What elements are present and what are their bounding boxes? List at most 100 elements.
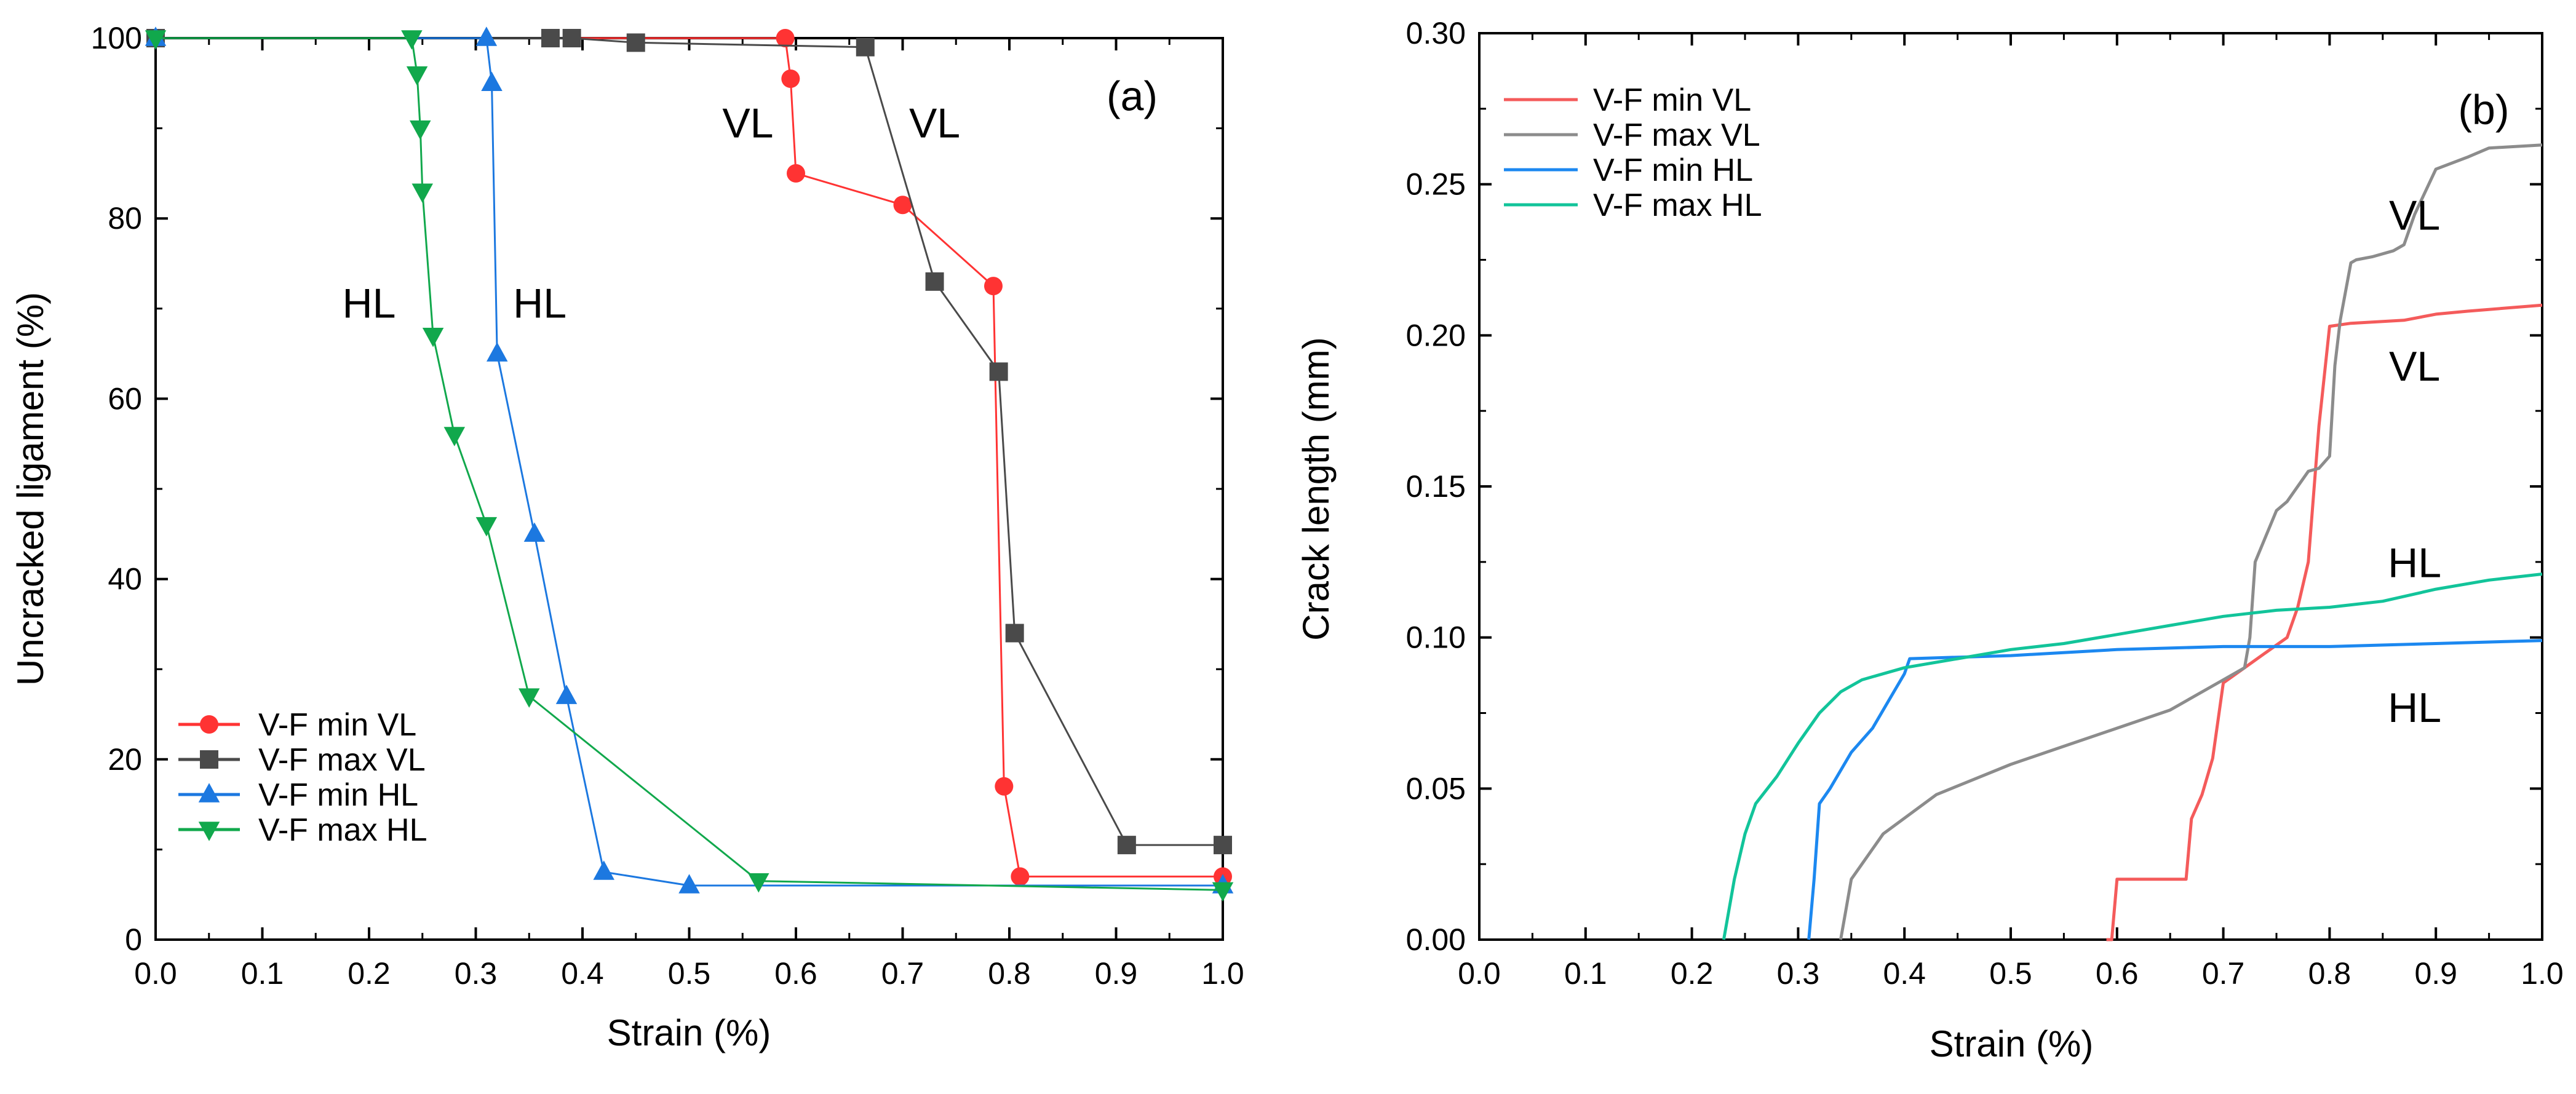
annotation-label: VL (2389, 343, 2440, 390)
legend-label: V-F max VL (1593, 117, 1760, 153)
panel-a: 0.0 0.1 0.2 0.3 0.4 0.5 0.6 0.7 0.8 0.9 1.0 0 20 40 60… (10, 21, 1244, 1053)
data-point (925, 272, 944, 291)
data-point (562, 29, 581, 47)
axis-ticks-a: 0.0 0.1 0.2 0.3 0.4 0.5 0.6 0.7 0.8 0.9 1.0 0 20 40 60… (91, 21, 1244, 991)
x-tick-label: 0.2 (1671, 956, 1714, 991)
x-tick-label: 0.9 (2414, 956, 2457, 991)
legend-a: V-F min VLV-F max VLV-F min HLV-F max HL (178, 707, 427, 848)
x-tick-label: 0.4 (561, 956, 604, 991)
legend-label: V-F max VL (258, 742, 426, 778)
data-point (555, 684, 578, 704)
data-point (145, 30, 167, 50)
data-point (406, 66, 428, 86)
data-point (481, 71, 503, 92)
y-tick-label: 0.20 (1406, 318, 1466, 352)
x-tick-label: 0.6 (774, 956, 817, 991)
annotation-label: (b) (2458, 86, 2509, 133)
data-point (475, 26, 498, 46)
x-axis-label-a: Strain (%) (607, 1012, 771, 1053)
data-point (523, 522, 546, 542)
y-tick-label: 0.15 (1406, 469, 1466, 504)
legend-label: V-F min HL (1593, 153, 1753, 188)
data-point (776, 29, 795, 47)
x-tick-label: 0.7 (2202, 956, 2245, 991)
x-tick-label: 0.0 (134, 956, 177, 991)
series-line-v-f-max-hl (1722, 573, 2543, 940)
data-point (1214, 836, 1232, 855)
x-axis-label-b: Strain (%) (1930, 1023, 2094, 1064)
y-tick-label: 0.00 (1406, 922, 1466, 957)
data-point (486, 342, 508, 362)
legend-marker (200, 750, 218, 769)
series-line-v-f-min-hl (1807, 639, 2543, 940)
annotation-label: (a) (1107, 73, 1158, 119)
data-point (401, 30, 423, 50)
legend-label: V-F min HL (258, 777, 418, 813)
x-tick-label: 0.4 (1883, 956, 1926, 991)
data-point (411, 183, 433, 203)
data-point (995, 777, 1014, 796)
series-group-b (1722, 143, 2543, 941)
annotation-label: HL (2388, 684, 2441, 731)
x-tick-label: 0.8 (988, 956, 1031, 991)
data-point (781, 69, 800, 88)
data-point (541, 29, 560, 47)
legend-label: V-F min VL (1593, 82, 1751, 118)
legend-marker (198, 822, 220, 841)
y-tick-label: 0.25 (1406, 167, 1466, 202)
panel-b: 0.0 0.1 0.2 0.3 0.4 0.5 0.6 0.7 0.8 0.9 1.0 0.00 0.0… (1295, 16, 2564, 1064)
data-point (422, 328, 444, 347)
data-point (626, 33, 645, 52)
data-point (519, 688, 540, 708)
y-axis-label-b: Crack length (mm) (1295, 337, 1337, 640)
data-point (1212, 882, 1234, 902)
annotations-b: (b) VL VL HL HL (2388, 86, 2509, 731)
annotation-label: HL (343, 280, 396, 327)
data-point (593, 860, 614, 880)
x-tick-label: 1.0 (1201, 956, 1244, 991)
data-point (443, 427, 466, 446)
data-point (1011, 867, 1030, 886)
x-tick-label: 0.5 (668, 956, 711, 991)
data-point (410, 120, 431, 140)
data-point (856, 38, 875, 57)
annotation-label: VL (909, 100, 960, 146)
x-tick-label: 0.0 (1458, 956, 1501, 991)
y-tick-label: 80 (108, 201, 142, 236)
y-tick-label: 20 (108, 742, 142, 777)
y-axis-label-a: Uncracked ligament (%) (10, 292, 51, 686)
annotation-label: HL (2388, 539, 2441, 586)
data-point (893, 196, 912, 215)
data-point (984, 277, 1003, 296)
data-point (475, 517, 498, 537)
axis-ticks-b: 0.0 0.1 0.2 0.3 0.4 0.5 0.6 0.7 0.8 0.9 1.0 0.00 0.0… (1406, 16, 2564, 991)
series-line-v-f-max-vl (1839, 143, 2543, 940)
y-tick-label: 40 (108, 562, 142, 597)
x-tick-label: 0.1 (241, 956, 284, 991)
y-tick-label: 0 (125, 922, 142, 957)
series-line-v-f-min-vl (2106, 303, 2543, 941)
x-tick-label: 0.3 (1777, 956, 1820, 991)
x-tick-label: 0.2 (348, 956, 391, 991)
x-tick-label: 0.5 (1989, 956, 2032, 991)
annotation-label: VL (722, 100, 773, 146)
data-point (678, 874, 700, 894)
x-tick-label: 0.3 (455, 956, 498, 991)
data-point (989, 362, 1008, 381)
legend-marker (198, 783, 220, 803)
data-point (748, 873, 769, 893)
legend-label: V-F max HL (258, 812, 427, 848)
x-tick-label: 0.7 (881, 956, 924, 991)
y-tick-label: 0.05 (1406, 771, 1466, 806)
data-point (1005, 624, 1024, 643)
legend-label: V-F max HL (1593, 188, 1762, 223)
annotations-a: (a) VL VL HL HL (343, 73, 1158, 327)
data-point (787, 164, 805, 183)
series-line-v-f-max-vl (156, 37, 1223, 846)
x-tick-label: 0.9 (1095, 956, 1138, 991)
y-tick-label: 100 (91, 21, 142, 55)
y-tick-label: 0.10 (1406, 620, 1466, 655)
x-tick-label: 0.8 (2308, 956, 2351, 991)
y-tick-label: 60 (108, 381, 142, 416)
